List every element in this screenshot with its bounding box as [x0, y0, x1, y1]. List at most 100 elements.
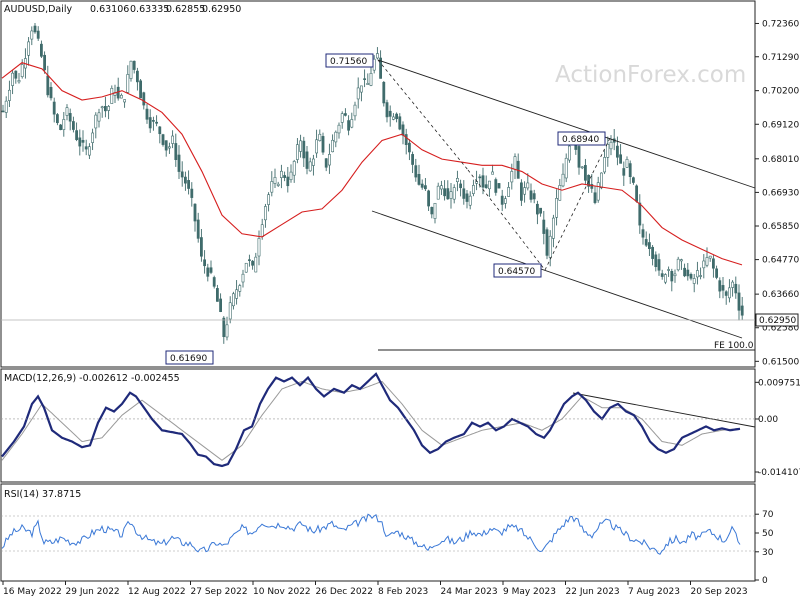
- candle-body: [180, 171, 184, 178]
- candle-body: [673, 273, 677, 277]
- candle-body: [449, 191, 453, 199]
- candle-body: [331, 139, 335, 153]
- candle-body: [142, 92, 146, 106]
- candle-body: [302, 140, 306, 159]
- candle-body: [555, 198, 559, 218]
- price-tick-label: 0.69120: [762, 120, 799, 130]
- candle-body: [120, 94, 123, 99]
- candle-body: [136, 70, 139, 83]
- candle-body: [279, 170, 283, 178]
- candle-body: [593, 192, 597, 203]
- candle-body: [174, 143, 178, 160]
- candle-body: [740, 305, 744, 316]
- candle-body: [75, 130, 79, 140]
- candle-body: [679, 259, 683, 262]
- candle-body: [494, 179, 498, 193]
- annotation-low: 0.64570: [498, 267, 535, 277]
- candle-body: [590, 184, 594, 189]
- rsi-tick-label: 70: [762, 510, 774, 520]
- candle-body: [337, 124, 341, 134]
- candle-body: [583, 165, 587, 181]
- rsi-panel-frame: [0, 483, 756, 582]
- price-tick-label: 0.65850: [762, 222, 799, 232]
- annotation-mid: 0.68940: [562, 135, 599, 145]
- candle-body: [491, 171, 495, 175]
- candle-body: [270, 181, 274, 193]
- candle-body: [577, 146, 581, 168]
- candle-body: [158, 126, 162, 135]
- candle-body: [519, 182, 523, 201]
- candle-body: [420, 183, 424, 188]
- candle-body: [651, 246, 655, 259]
- candle-body: [596, 182, 600, 201]
- candle-body: [535, 203, 539, 215]
- time-tick-label: 22 Jun 2023: [566, 587, 620, 597]
- candle-body: [238, 285, 242, 292]
- time-tick-label: 9 May 2023: [503, 587, 556, 597]
- candle-body: [225, 324, 229, 338]
- candle-body: [72, 121, 75, 130]
- macd-signal-line: [1, 380, 741, 461]
- candle-body: [532, 193, 536, 200]
- candle-body: [81, 140, 85, 143]
- candle-body: [244, 262, 248, 273]
- candle-body: [321, 136, 325, 153]
- candle-body: [705, 257, 709, 266]
- candle-body: [100, 106, 104, 109]
- candle-body: [129, 60, 133, 79]
- macd-main-line: [1, 372, 741, 468]
- annotation-bottom: 0.61690: [170, 354, 207, 364]
- candle-body: [587, 174, 591, 187]
- candle-body: [235, 289, 239, 299]
- candle-body: [308, 161, 312, 172]
- candle-body: [414, 165, 418, 178]
- time-tick-label: 12 Aug 2022: [128, 587, 186, 597]
- candle-body: [423, 185, 427, 190]
- candle-body: [20, 64, 24, 77]
- candle-body: [670, 270, 674, 282]
- watermark: ActionForex.com: [555, 62, 746, 88]
- price-tick-label: 0.64770: [762, 256, 799, 266]
- candle-body: [251, 260, 255, 266]
- candle-body: [366, 83, 370, 85]
- annotation-box-bottom: [165, 350, 214, 365]
- candle-body: [443, 188, 447, 197]
- candle-body: [478, 176, 482, 179]
- candle-body: [465, 193, 469, 202]
- current-price-tag: [755, 313, 799, 327]
- candle-body: [430, 206, 434, 215]
- candle-body: [78, 137, 82, 147]
- candle-body: [398, 116, 402, 130]
- candle-body: [340, 113, 344, 123]
- candle-body: [94, 114, 98, 129]
- candle-body: [203, 259, 207, 267]
- candle-body: [724, 291, 728, 296]
- candle-body: [708, 255, 712, 259]
- candle-body: [676, 258, 680, 271]
- current-price-label: 0.62950: [759, 316, 796, 326]
- rsi-tick-label: 30: [762, 548, 774, 558]
- candle-body: [107, 106, 111, 111]
- candle-body: [88, 146, 91, 156]
- macd-title: MACD(12,26,9) -0.002612 -0.002455: [4, 373, 180, 384]
- candle-body: [660, 273, 664, 277]
- candle-body: [647, 242, 651, 250]
- candle-body: [327, 154, 331, 166]
- candle-body: [404, 134, 408, 145]
- candle-body: [1, 110, 5, 113]
- channel-upper-line: [377, 59, 756, 189]
- candle-body: [267, 194, 271, 205]
- candle-body: [606, 144, 610, 158]
- candle-body: [369, 73, 373, 86]
- candle-body: [686, 269, 690, 277]
- time-tick-label: 8 Feb 2023: [378, 587, 428, 597]
- candle-body: [148, 117, 152, 129]
- candle-body: [193, 203, 197, 222]
- candle-body: [388, 110, 392, 117]
- candle-body: [200, 237, 203, 257]
- candle-body: [97, 112, 101, 122]
- candle-body: [292, 161, 296, 176]
- candle-body: [379, 57, 383, 79]
- candle-body: [692, 278, 696, 284]
